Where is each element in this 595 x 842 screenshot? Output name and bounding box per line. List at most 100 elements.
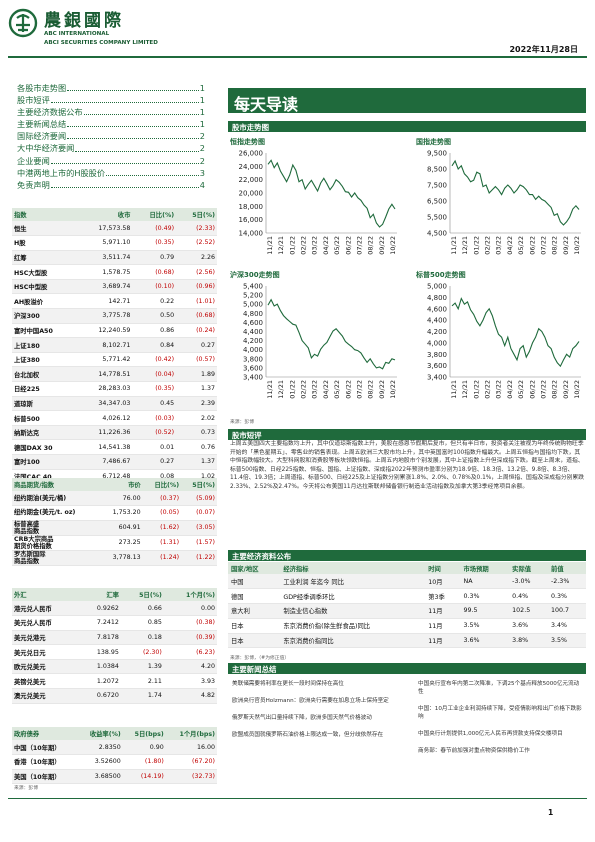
table-cell: 美元兑人民币 (12, 615, 80, 631)
table-cell: (0.35) (132, 381, 177, 397)
table-cell: 11月 (425, 618, 461, 634)
table-cell: (0.05) (142, 505, 182, 521)
x-tick-label: 09/22 (378, 380, 386, 399)
table-cell: (0.42) (132, 352, 177, 368)
table-row: 德国 GDP经季调季环比 第3季 0.3% 0.4% 0.3% (228, 588, 586, 605)
toc-entry[interactable]: 股市短评 1 (17, 94, 205, 106)
toc-entry[interactable]: 各股市走势图 1 (17, 82, 205, 94)
table-cell: 英镑兑美元 (12, 673, 80, 690)
toc-entry[interactable]: 主要新闻总结 1 (17, 118, 205, 130)
x-tick-label: 11/21 (450, 236, 458, 255)
table-cell: 1.39 (120, 659, 164, 675)
x-tick-label: 02/22 (484, 236, 492, 255)
toc-entry[interactable]: 企业要闻 2 (17, 155, 205, 167)
y-tick-label: 4,400 (427, 317, 447, 325)
chart-title-sp500: 标普500走势图 (416, 271, 466, 279)
table-cell: 美元兑日元 (12, 644, 80, 660)
table-cell: 273.25 (99, 535, 143, 551)
table-cell: 欧元兑美元 (12, 659, 80, 675)
table-cell: 1,578.75 (77, 264, 133, 280)
table-cell: 12,240.59 (77, 323, 133, 339)
x-tick-label: 04/22 (322, 380, 330, 399)
y-tick-label: 4,500 (427, 230, 447, 238)
x-tick-label: 09/22 (378, 236, 386, 255)
table-row: 标普高盛 商品指数 604.91 (1.62) (3.05) (12, 520, 217, 536)
table-cell: 0.4% (509, 588, 549, 605)
charts-section-header: 股市走势图 (228, 121, 586, 132)
table-cell: 台北加权 (12, 366, 78, 383)
table-row: 澳元兑美元 0.6720 1.74 4.82 (12, 688, 217, 704)
table-cell: (1.22) (181, 550, 217, 566)
header-divider (8, 56, 587, 58)
table-cell: HSC大型股 (12, 264, 78, 280)
table-cell: 99.5 (460, 603, 510, 619)
table-cell: 意大利 (228, 603, 281, 619)
table-cell: 0.18 (120, 630, 164, 646)
x-tick-label: 03/22 (495, 236, 503, 255)
x-tick-label: 05/22 (517, 236, 525, 255)
table-row: H股 5,971.10 (0.35) (2.52) (12, 235, 217, 251)
toc-title: 各股市走势图 (17, 83, 67, 93)
main-title: 每天导读 (234, 95, 299, 114)
table-cell: 3.5% (548, 633, 586, 649)
toc-entry[interactable]: 国际经济要闻 2 (17, 130, 205, 142)
table-header: 收市 (77, 208, 133, 221)
report-date: 2022年11月28日 (509, 45, 578, 54)
toc-title: 大中华经济要闻 (17, 143, 75, 154)
y-tick-label: 3,400 (243, 374, 263, 382)
news-left-column: 美联储需要将利率在更长一段时间保持在高位 欧洲央行官员Holzmann：欧洲央行需… (232, 680, 410, 748)
table-cell: 美元兑港元 (12, 630, 80, 646)
toc-entry[interactable]: 中港两地上市的H股股价 3 (17, 167, 205, 179)
chart-source-note: 来源：彭博 (230, 420, 254, 425)
toc-page: 1 (199, 95, 205, 106)
table-cell: 2.26 (176, 250, 217, 266)
sp500-chart: 5,000 4,800 4,600 4,400 4,200 4,000 3,800 3,600… (427, 283, 581, 399)
table-cell: 1.37 (176, 381, 217, 397)
toc-leader (75, 142, 199, 152)
table-cell: 3,778.13 (99, 550, 143, 566)
market-commentary: 上周五美国四大主要指数均上升，其中仅道琼斯指数上升，美股在感恩节假期后复市，但只… (230, 441, 585, 490)
y-tick-label: 3,800 (243, 355, 263, 363)
table-cell: -2.3% (548, 574, 586, 590)
table-header: 日比(%) (142, 478, 182, 491)
table-row: 台北加权 14,778.51 (0.04) 1.89 (12, 366, 217, 383)
x-tick-label: 04/22 (322, 236, 330, 255)
table-cell: (6.23) (163, 644, 217, 660)
x-tick-label: 03/22 (311, 236, 319, 255)
table-cell: 工业利润 年迄今 同比 (280, 574, 426, 590)
table-row: 美元兑港元 7.8178 0.18 (0.39) (12, 630, 217, 646)
table-cell: 138.95 (79, 644, 121, 660)
table-cell: 142.71 (77, 293, 133, 310)
toc-entry[interactable]: 免责声明 4 (17, 179, 205, 191)
table-cell: 11月 (425, 633, 461, 649)
table-cell: (0.68) (132, 264, 177, 280)
table-cell: 0.3% (460, 588, 510, 605)
y-tick-label: 4,000 (427, 339, 447, 347)
toc-entry[interactable]: 主要经济数据公布 1 (17, 106, 205, 118)
table-cell: (67.20) (165, 754, 217, 770)
x-tick-label: 06/22 (528, 380, 536, 399)
table-row: 中国（10年期） 2.8350 0.90 16.00 (12, 740, 217, 756)
brand-name-english: ABC INTERNATIONAL (44, 31, 110, 37)
toc-entry[interactable]: 大中华经济要闻 2 (17, 142, 205, 154)
x-tick-label: 05/22 (333, 380, 341, 399)
table-cell: 1.74 (120, 688, 164, 704)
table-cell: 港元兑人民币 (12, 601, 80, 617)
table-cell: 16.00 (165, 740, 217, 756)
x-tick-label: 08/22 (367, 380, 375, 399)
table-row: 美国（10年期） 3.68500 (14.19) (32.73) (12, 769, 217, 785)
toc-title: 主要经济数据公布 (17, 107, 83, 118)
table-cell: 红筹 (12, 250, 78, 266)
table-cell: (0.37) (142, 491, 182, 507)
table-cell: (0.04) (132, 366, 177, 383)
table-cell: 0.76 (176, 439, 217, 455)
y-tick-label: 4,400 (243, 328, 263, 336)
table-cell: 1.37 (176, 454, 217, 470)
table-cell: 3.6% (509, 618, 549, 634)
table-row: HSC中型股 3,689.74 (0.10) (0.96) (12, 279, 217, 295)
news-item: 欧洲央行官员Holzmann：欧洲央行需要在加息立场上保持坚定 (232, 698, 389, 704)
table-cell: 11,226.36 (77, 425, 133, 441)
x-tick-label: 02/22 (484, 380, 492, 399)
table-row: 日本 东京消费价指(除生鲜食品)同比 11月 3.5% 3.6% 3.4% (228, 618, 586, 634)
x-tick-label: 12/21 (461, 236, 469, 255)
